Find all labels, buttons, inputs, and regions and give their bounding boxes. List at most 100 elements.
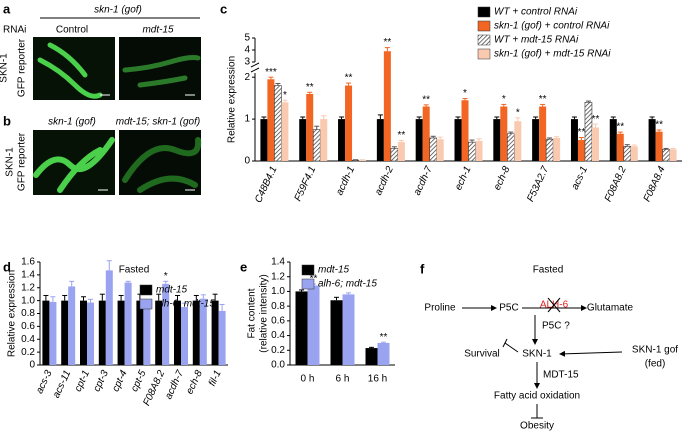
y-tick-label: 1.2 bbox=[271, 271, 285, 282]
bar bbox=[338, 119, 346, 161]
x-tick-label: 6 h bbox=[336, 374, 350, 385]
y-tick-label: 1.4 bbox=[271, 257, 285, 268]
diagram-title: Fasted bbox=[533, 265, 564, 276]
x-tick-label: cpt-3 bbox=[92, 368, 112, 393]
bar bbox=[616, 133, 624, 161]
worm bbox=[122, 55, 201, 88]
bar bbox=[162, 283, 170, 365]
bar bbox=[330, 300, 343, 365]
bar bbox=[591, 127, 599, 161]
arrow bbox=[559, 350, 623, 357]
y-tick-label: 5 bbox=[244, 33, 250, 44]
significance: ** bbox=[655, 120, 663, 131]
significance: ** bbox=[345, 73, 353, 84]
bar bbox=[468, 141, 476, 162]
bar bbox=[662, 148, 670, 162]
y-tick-label: 1 bbox=[244, 114, 250, 125]
panel-label: c bbox=[220, 1, 227, 16]
y-axis-label: Fat content bbox=[247, 288, 258, 338]
x-tick-label: acdh-2 bbox=[373, 164, 396, 197]
cross bbox=[547, 297, 561, 313]
x-tick-label: ech-8 bbox=[492, 164, 513, 192]
bar bbox=[61, 300, 69, 365]
y-tick-label: 0.2 bbox=[21, 347, 35, 358]
bar bbox=[383, 51, 391, 162]
bar bbox=[105, 270, 113, 365]
legend-label: alh-6; mdt-15 bbox=[156, 299, 215, 310]
bar bbox=[623, 146, 632, 162]
bar bbox=[49, 301, 57, 365]
significance: * bbox=[463, 88, 467, 99]
bar bbox=[461, 100, 469, 161]
y-tick-label: 0.2 bbox=[271, 345, 285, 356]
bar bbox=[415, 119, 423, 161]
bar bbox=[307, 285, 320, 365]
x-tick-label: acdh-1 bbox=[334, 165, 357, 197]
column-label: skn-1 (gof) bbox=[48, 117, 96, 128]
x-tick-label: F08A8.2 bbox=[603, 164, 629, 203]
column-label: Control bbox=[56, 25, 88, 36]
legend-label: skn-1 (gof) + control RNAi bbox=[494, 21, 610, 32]
bar bbox=[312, 129, 321, 162]
significance: *** bbox=[265, 67, 277, 78]
legend-label: alh-6; mdt-15 bbox=[318, 279, 377, 290]
bar bbox=[181, 307, 188, 365]
bar bbox=[199, 298, 207, 365]
bar bbox=[87, 302, 94, 365]
y-tick-label: 2 bbox=[244, 72, 250, 83]
chart-title: Fasted bbox=[119, 265, 150, 276]
y-tick-label: 0.6 bbox=[21, 321, 35, 332]
diagram: f Fasted Proline P5C ALH-6 Glutamate P5C… bbox=[420, 261, 678, 431]
x-tick-label: C48B4.1 bbox=[253, 165, 279, 205]
bar bbox=[539, 106, 547, 161]
node: Survival bbox=[464, 349, 500, 360]
x-tick-label: F08A8.4 bbox=[642, 164, 668, 203]
y-tick-label: 0.8 bbox=[21, 308, 35, 319]
panel-label: d bbox=[3, 259, 11, 274]
bar bbox=[124, 282, 132, 365]
y-tick-label: 0.4 bbox=[271, 330, 285, 341]
node: Glutamate bbox=[587, 303, 634, 314]
x-tick-label: F53A2.7 bbox=[525, 164, 551, 203]
node: Obesity bbox=[520, 421, 554, 432]
y-axis-label: Relative expression bbox=[227, 56, 238, 143]
row-label: GFP reporter bbox=[17, 132, 28, 191]
significance: ** bbox=[383, 37, 391, 48]
bar bbox=[306, 93, 314, 161]
significance: * bbox=[164, 271, 168, 282]
y-tick-label: 1.6 bbox=[21, 257, 35, 268]
legend-swatch bbox=[301, 264, 315, 276]
bar bbox=[260, 119, 268, 161]
bar bbox=[532, 119, 540, 161]
node: P5C bbox=[499, 303, 518, 314]
x-tick-label: cpt-4 bbox=[110, 368, 130, 393]
y-tick-label: 0 bbox=[29, 360, 35, 371]
bar bbox=[422, 106, 430, 161]
panel-label: e bbox=[240, 259, 247, 274]
x-tick-label: 16 h bbox=[368, 374, 387, 385]
bar bbox=[342, 294, 355, 365]
inhibition bbox=[502, 338, 519, 353]
bar bbox=[507, 133, 515, 162]
x-tick-label: acdh-7 bbox=[412, 164, 435, 197]
significance: ** bbox=[422, 94, 430, 105]
legend-label: mdt-15 bbox=[156, 285, 188, 296]
y-tick-label: 1.2 bbox=[21, 282, 35, 293]
x-tick-label: fil-1 bbox=[207, 369, 224, 388]
panel-label: a bbox=[3, 1, 11, 16]
significance: * bbox=[516, 107, 520, 118]
bar bbox=[609, 119, 617, 161]
legend-swatch bbox=[139, 284, 153, 296]
bar bbox=[429, 137, 437, 162]
column-label: mdt-15; skn-1 (gof) bbox=[116, 117, 200, 128]
significance: ** bbox=[306, 82, 314, 93]
bar bbox=[577, 140, 585, 161]
bar bbox=[174, 300, 181, 365]
node: Proline bbox=[424, 303, 456, 314]
bar bbox=[545, 138, 554, 162]
x-tick-label: F59F4.1 bbox=[293, 165, 319, 203]
legend-swatch bbox=[477, 48, 491, 60]
y-tick-label: 0.8 bbox=[271, 301, 285, 312]
bar bbox=[376, 119, 384, 161]
bar bbox=[570, 119, 578, 161]
